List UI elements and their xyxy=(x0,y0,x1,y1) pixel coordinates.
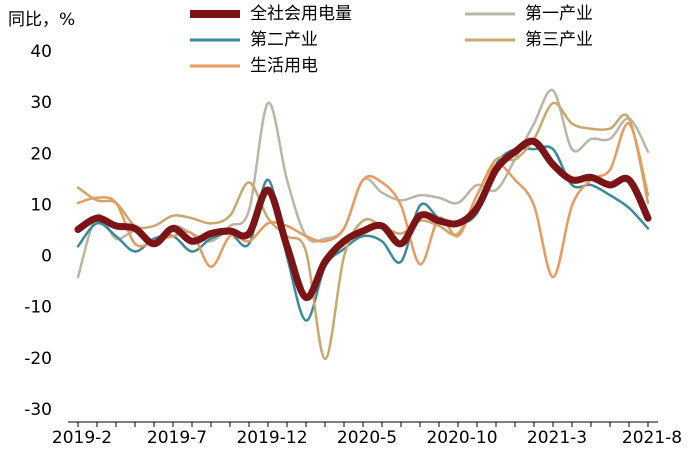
legend-label: 第三产业 xyxy=(525,30,593,50)
legend-label: 第二产业 xyxy=(250,30,318,50)
x-tick-label: 2019-12 xyxy=(236,428,307,448)
y-tick-label: 40 xyxy=(30,42,52,62)
y-tick-label: 0 xyxy=(41,247,52,267)
y-tick-label: -30 xyxy=(24,400,52,420)
x-tick-label: 2020-5 xyxy=(337,428,397,448)
y-tick-label: 10 xyxy=(30,195,52,215)
x-tick-label: 2021-8 xyxy=(622,428,682,448)
y-tick-label: -10 xyxy=(24,298,52,318)
x-tick-label: 2019-2 xyxy=(52,428,112,448)
y-tick-label: -20 xyxy=(24,349,52,369)
y-tick-label: 20 xyxy=(30,144,52,164)
y-tick-label: 30 xyxy=(30,93,52,113)
series-line xyxy=(74,137,652,301)
legend-label: 第一产业 xyxy=(525,4,593,24)
y-axis-label: 同比，% xyxy=(8,10,75,30)
x-tick-label: 2020-10 xyxy=(426,428,497,448)
series-line xyxy=(76,101,650,361)
x-tick-label: 2021-3 xyxy=(527,428,587,448)
legend-label: 全社会用电量 xyxy=(250,4,352,24)
x-tick-label: 2019-7 xyxy=(147,428,207,448)
legend-label: 生活用电 xyxy=(250,56,318,76)
series-line xyxy=(76,122,650,279)
